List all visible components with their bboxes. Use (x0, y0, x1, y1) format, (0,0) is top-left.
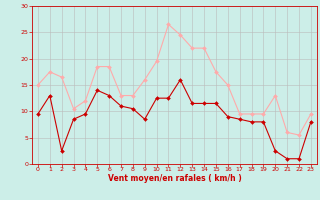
X-axis label: Vent moyen/en rafales ( km/h ): Vent moyen/en rafales ( km/h ) (108, 174, 241, 183)
